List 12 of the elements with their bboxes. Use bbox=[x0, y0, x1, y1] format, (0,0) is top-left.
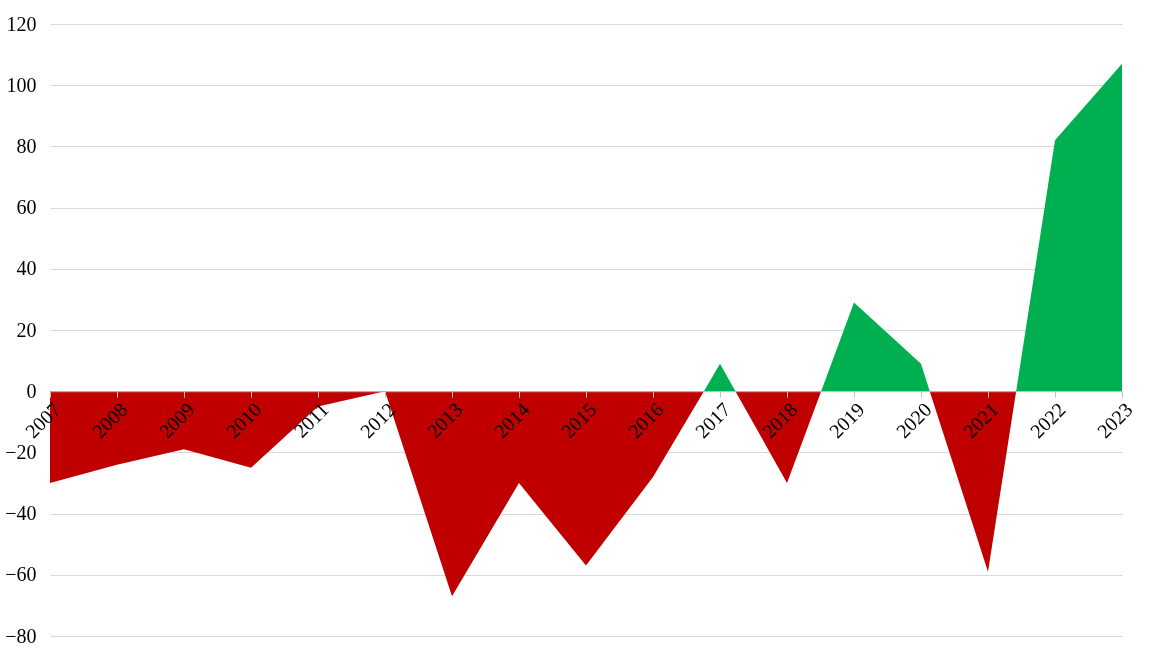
x-tick-label: 2011 bbox=[289, 398, 333, 442]
y-tick-label: 60 bbox=[16, 196, 37, 219]
y-tick-label: −80 bbox=[5, 624, 37, 647]
y-tick-label: 20 bbox=[16, 318, 37, 341]
y-tick-label: 80 bbox=[16, 134, 37, 157]
y-tick-label: −40 bbox=[5, 502, 37, 525]
y-tick-label: −60 bbox=[5, 563, 37, 586]
y-tick-label: 40 bbox=[16, 257, 37, 280]
y-tick-label: 0 bbox=[26, 379, 37, 402]
y-tick-label: −20 bbox=[5, 440, 37, 463]
y-tick-label: 100 bbox=[6, 73, 37, 96]
y-tick-label: 120 bbox=[6, 12, 37, 35]
